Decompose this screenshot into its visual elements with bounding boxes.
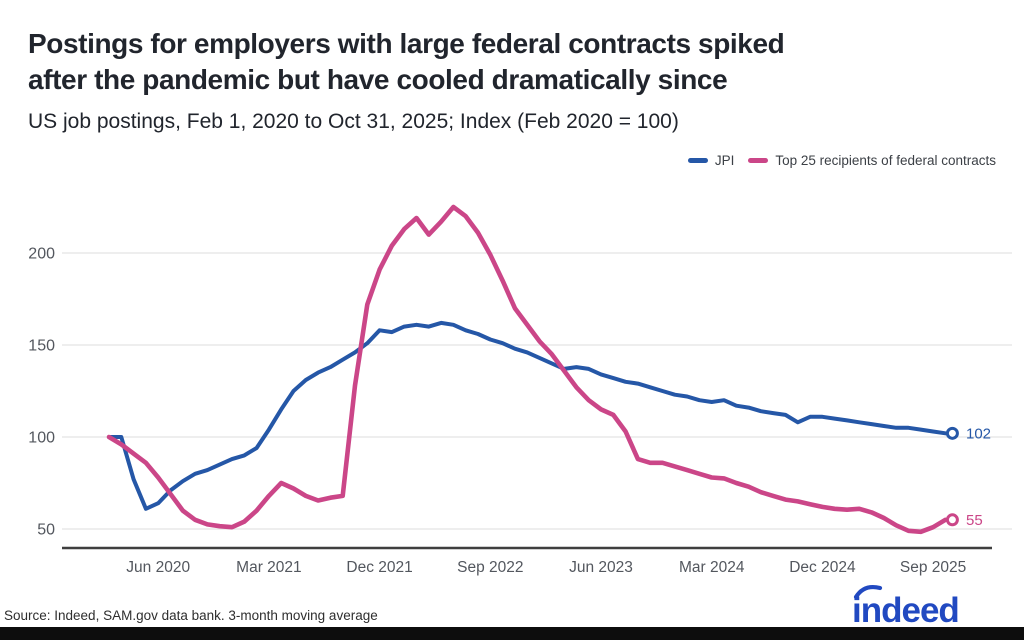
x-axis-tick-label: Dec 2021 bbox=[346, 559, 412, 576]
chart-title: Postings for employers with large federa… bbox=[28, 26, 785, 98]
legend-item-top25: Top 25 recipients of federal contracts bbox=[748, 153, 996, 168]
line-chart: 50 100 150 200 Jun 2020 Mar 2021 Dec 2021 Sep 2… bbox=[28, 204, 1012, 576]
series-line-top25 bbox=[106, 204, 948, 535]
x-axis-tick-label: Mar 2024 bbox=[679, 559, 745, 576]
indeed-logo: indeed bbox=[852, 584, 1012, 633]
x-axis-tick-label: Sep 2022 bbox=[457, 559, 523, 576]
y-axis-tick-label: 150 bbox=[28, 338, 55, 355]
y-axis-tick-label: 50 bbox=[37, 522, 55, 539]
indeed-logo-svg: indeed bbox=[852, 584, 960, 630]
chart-legend: JPI Top 25 recipients of federal contrac… bbox=[687, 153, 996, 168]
indeed-logo-text: indeed bbox=[852, 591, 959, 628]
series-end-marker-jpi bbox=[945, 426, 959, 440]
chart-title-line2: after the pandemic but have cooled drama… bbox=[28, 64, 728, 95]
chart-title-line1: Postings for employers with large federa… bbox=[28, 28, 785, 59]
legend-swatch-jpi bbox=[687, 158, 708, 163]
series-end-marker-top25 bbox=[945, 513, 959, 527]
legend-swatch-top25 bbox=[748, 158, 769, 163]
x-axis-tick-label: Mar 2021 bbox=[236, 559, 301, 576]
legend-label-top25: Top 25 recipients of federal contracts bbox=[775, 153, 996, 168]
x-axis-tick-label: Jun 2023 bbox=[569, 559, 633, 576]
x-axis-tick-label: Sep 2025 bbox=[900, 559, 966, 576]
indeed-logo-swoosh-icon bbox=[853, 584, 883, 600]
legend-label-jpi: JPI bbox=[714, 153, 735, 168]
x-axis-tick-label: Dec 2024 bbox=[789, 559, 856, 576]
series-line-jpi bbox=[107, 320, 948, 511]
series-end-value-jpi: 102 bbox=[966, 425, 991, 442]
chart-subtitle: US job postings, Feb 1, 2020 to Oct 31, … bbox=[28, 110, 679, 133]
y-axis-tick-label: 200 bbox=[28, 246, 55, 263]
series-end-value-top25: 55 bbox=[966, 512, 983, 529]
source-note: Source: Indeed, SAM.gov data bank. 3-mon… bbox=[4, 608, 378, 623]
x-axis-tick-label: Jun 2020 bbox=[126, 559, 190, 576]
y-axis-tick-label: 100 bbox=[28, 430, 55, 447]
legend-item-jpi: JPI bbox=[687, 153, 735, 168]
bottom-black-bar bbox=[0, 627, 1024, 640]
